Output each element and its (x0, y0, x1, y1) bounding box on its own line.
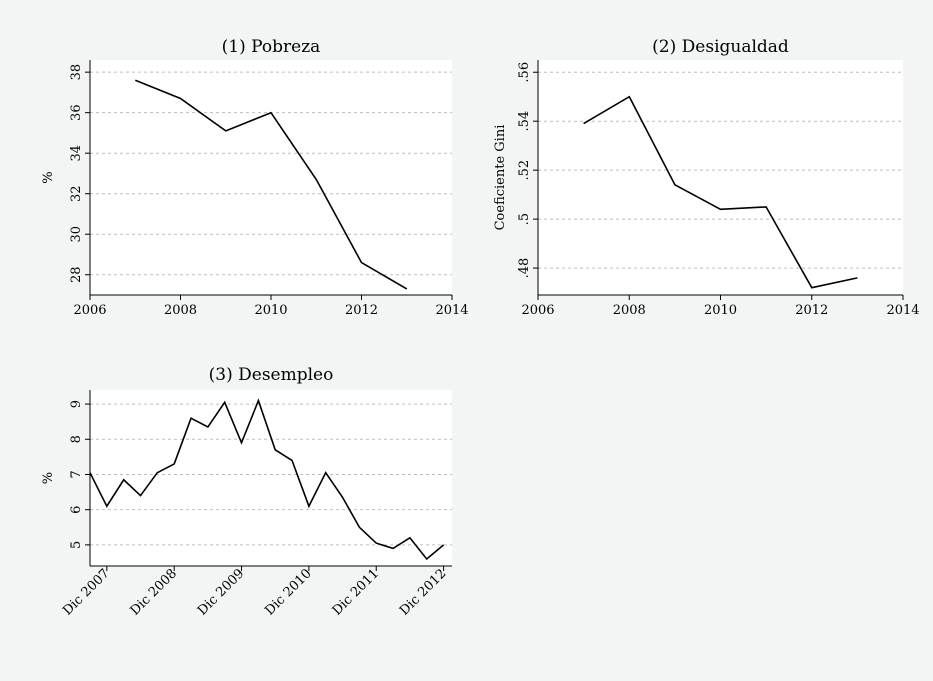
x-tick-label: 2006 (73, 303, 106, 318)
y-tick-label: 34 (69, 145, 84, 162)
chart-panel-2: .48 .5 .52 .54 .56 2006 2008 2010 2012 2014 (2) De… (493, 37, 920, 318)
y-tick-label: 28 (69, 266, 84, 283)
x-tick-label: Dic 2008 (128, 566, 180, 618)
series-line (583, 95, 858, 289)
series-line (135, 79, 408, 290)
y-tick-label: 32 (69, 185, 84, 202)
chart-panel-3: 5 6 7 8 9 Dic 2007 Dic 2008 Dic 2009 Dic 2010 Dic… (41, 365, 452, 619)
y-tick-label: .52 (517, 160, 532, 181)
y-tick-label: 38 (69, 64, 84, 81)
y-tick-label: 5 (69, 541, 84, 549)
y-tick-label: 6 (69, 506, 84, 514)
y-tick-label: 30 (69, 226, 84, 243)
y-tick-label: 9 (69, 400, 84, 408)
x-tick-label: 2008 (613, 303, 646, 318)
plot-area (538, 60, 903, 295)
y-tick-label: .48 (517, 258, 532, 279)
series-line (89, 398, 445, 561)
y-tick-label: .54 (517, 111, 532, 132)
chart-title: (3) Desempleo (209, 365, 334, 385)
x-tick-label: 2012 (345, 303, 378, 318)
y-tick-label: 8 (69, 435, 84, 443)
x-tick-label: 2008 (164, 303, 197, 318)
y-axis-label: Coeficiente Gini (493, 125, 508, 231)
y-tick-label: 7 (69, 470, 84, 478)
x-tick-label: Dic 2007 (60, 566, 112, 618)
x-tick-label: 2014 (886, 303, 919, 318)
y-axis-label: % (41, 472, 56, 484)
y-tick-label: 36 (69, 104, 84, 121)
x-tick-label: Dic 2009 (195, 566, 247, 618)
x-tick-label: 2010 (704, 303, 737, 318)
x-tick-label: 2006 (521, 303, 554, 318)
x-tick-label: Dic 2011 (330, 566, 382, 618)
chart-title: (1) Pobreza (222, 37, 321, 57)
plot-area (90, 60, 452, 295)
y-tick-label: .5 (517, 213, 532, 225)
y-tick-label: .56 (517, 62, 532, 83)
plot-area (90, 390, 452, 566)
x-tick-label: 2012 (795, 303, 828, 318)
x-tick-label: 2014 (435, 303, 468, 318)
x-tick-label: 2010 (254, 303, 287, 318)
y-axis-label: % (41, 171, 56, 183)
chart-panel-1: 28 30 32 34 36 38 2006 2008 2010 2012 2014 (1) Pobr… (41, 37, 469, 318)
x-tick-label: Dic 2010 (262, 566, 314, 618)
x-tick-label: Dic 2012 (397, 566, 449, 618)
chart-title: (2) Desigualdad (652, 37, 789, 57)
